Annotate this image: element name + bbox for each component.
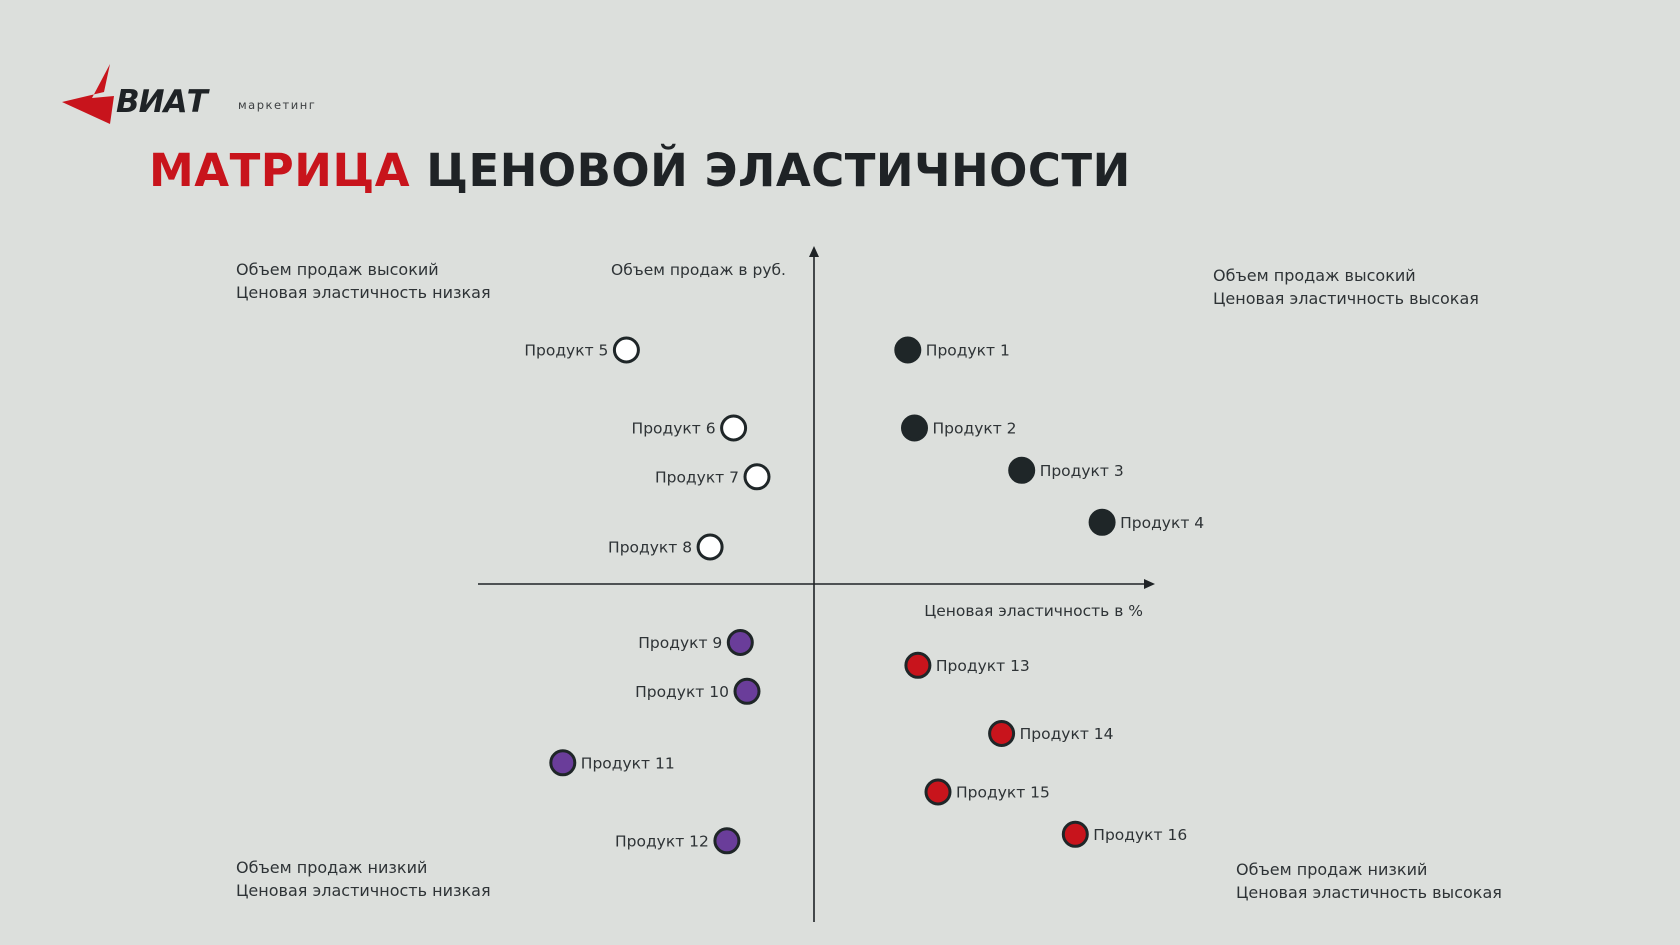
quadrant-top-right-label: Объем продаж высокий Ценовая эластичност… bbox=[1213, 264, 1479, 310]
quadrant-line: Ценовая эластичность низкая bbox=[236, 881, 491, 900]
quadrant-line: Ценовая эластичность низкая bbox=[236, 283, 491, 302]
product-marker bbox=[988, 720, 1016, 747]
product-label: Продукт 16 bbox=[1093, 826, 1187, 844]
quadrant-bottom-right-label: Объем продаж низкий Ценовая эластичность… bbox=[1236, 858, 1502, 904]
logo-text: ВИАТ bbox=[116, 84, 208, 120]
product-marker bbox=[894, 336, 922, 364]
quadrant-line: Объем продаж низкий bbox=[1236, 860, 1428, 879]
title-rest: ЦЕНОВОЙ ЭЛАСТИЧНОСТИ bbox=[426, 144, 1131, 197]
product-label: Продукт 2 bbox=[933, 420, 1017, 438]
x-axis-label: Ценовая эластичность в % bbox=[924, 602, 1143, 620]
product-label: Продукт 6 bbox=[632, 420, 716, 438]
logo-subtext: маркетинг bbox=[238, 98, 317, 112]
quadrant-line: Объем продаж низкий bbox=[236, 858, 428, 877]
product-marker bbox=[924, 778, 952, 806]
y-axis-arrow-icon bbox=[809, 246, 819, 257]
product-label: Продукт 8 bbox=[608, 539, 692, 557]
product-marker bbox=[733, 677, 761, 705]
product-marker bbox=[1088, 508, 1116, 536]
quadrant-line: Ценовая эластичность высокая bbox=[1213, 289, 1479, 308]
quadrant-bottom-left-label: Объем продаж низкий Ценовая эластичность… bbox=[236, 856, 491, 902]
product-label: Продукт 12 bbox=[615, 832, 709, 850]
product-marker bbox=[612, 336, 640, 364]
product-marker bbox=[726, 629, 754, 656]
product-label: Продукт 11 bbox=[581, 754, 675, 772]
product-marker bbox=[720, 414, 748, 442]
quadrant-line: Ценовая эластичность высокая bbox=[1236, 883, 1502, 902]
product-marker bbox=[1061, 820, 1089, 848]
product-label: Продукт 9 bbox=[638, 634, 722, 652]
page-title: МАТРИЦА ЦЕНОВОЙ ЭЛАСТИЧНОСТИ bbox=[149, 144, 1131, 197]
product-label: Продукт 1 bbox=[926, 342, 1010, 360]
product-label: Продукт 13 bbox=[936, 657, 1030, 675]
product-marker bbox=[713, 827, 741, 855]
product-label: Продукт 14 bbox=[1020, 725, 1114, 743]
y-axis-label: Объем продаж в руб. bbox=[611, 261, 786, 279]
quadrant-line: Объем продаж высокий bbox=[236, 260, 439, 279]
product-marker bbox=[904, 651, 932, 679]
product-marker bbox=[901, 414, 928, 442]
product-label: Продукт 15 bbox=[956, 784, 1050, 802]
logo: ВИАТ маркетинг bbox=[62, 62, 362, 132]
product-label: Продукт 10 bbox=[635, 683, 729, 701]
product-label: Продукт 3 bbox=[1040, 462, 1124, 480]
x-axis-arrow-icon bbox=[1144, 579, 1155, 589]
product-marker bbox=[696, 533, 724, 561]
product-marker bbox=[549, 749, 577, 777]
product-marker bbox=[1008, 456, 1036, 484]
title-accent: МАТРИЦА bbox=[149, 144, 411, 197]
quadrant-top-left-label: Объем продаж высокий Ценовая эластичност… bbox=[236, 258, 491, 304]
product-marker bbox=[743, 463, 771, 491]
product-points: Продукт 1 Продукт 2 Продукт 3 Продукт 4 Прод… bbox=[524, 336, 1204, 855]
product-label: Продукт 7 bbox=[655, 468, 739, 486]
product-label: Продукт 5 bbox=[524, 342, 608, 360]
logo-mark-icon bbox=[62, 64, 114, 124]
quadrant-line: Объем продаж высокий bbox=[1213, 266, 1416, 285]
product-label: Продукт 4 bbox=[1120, 514, 1204, 532]
